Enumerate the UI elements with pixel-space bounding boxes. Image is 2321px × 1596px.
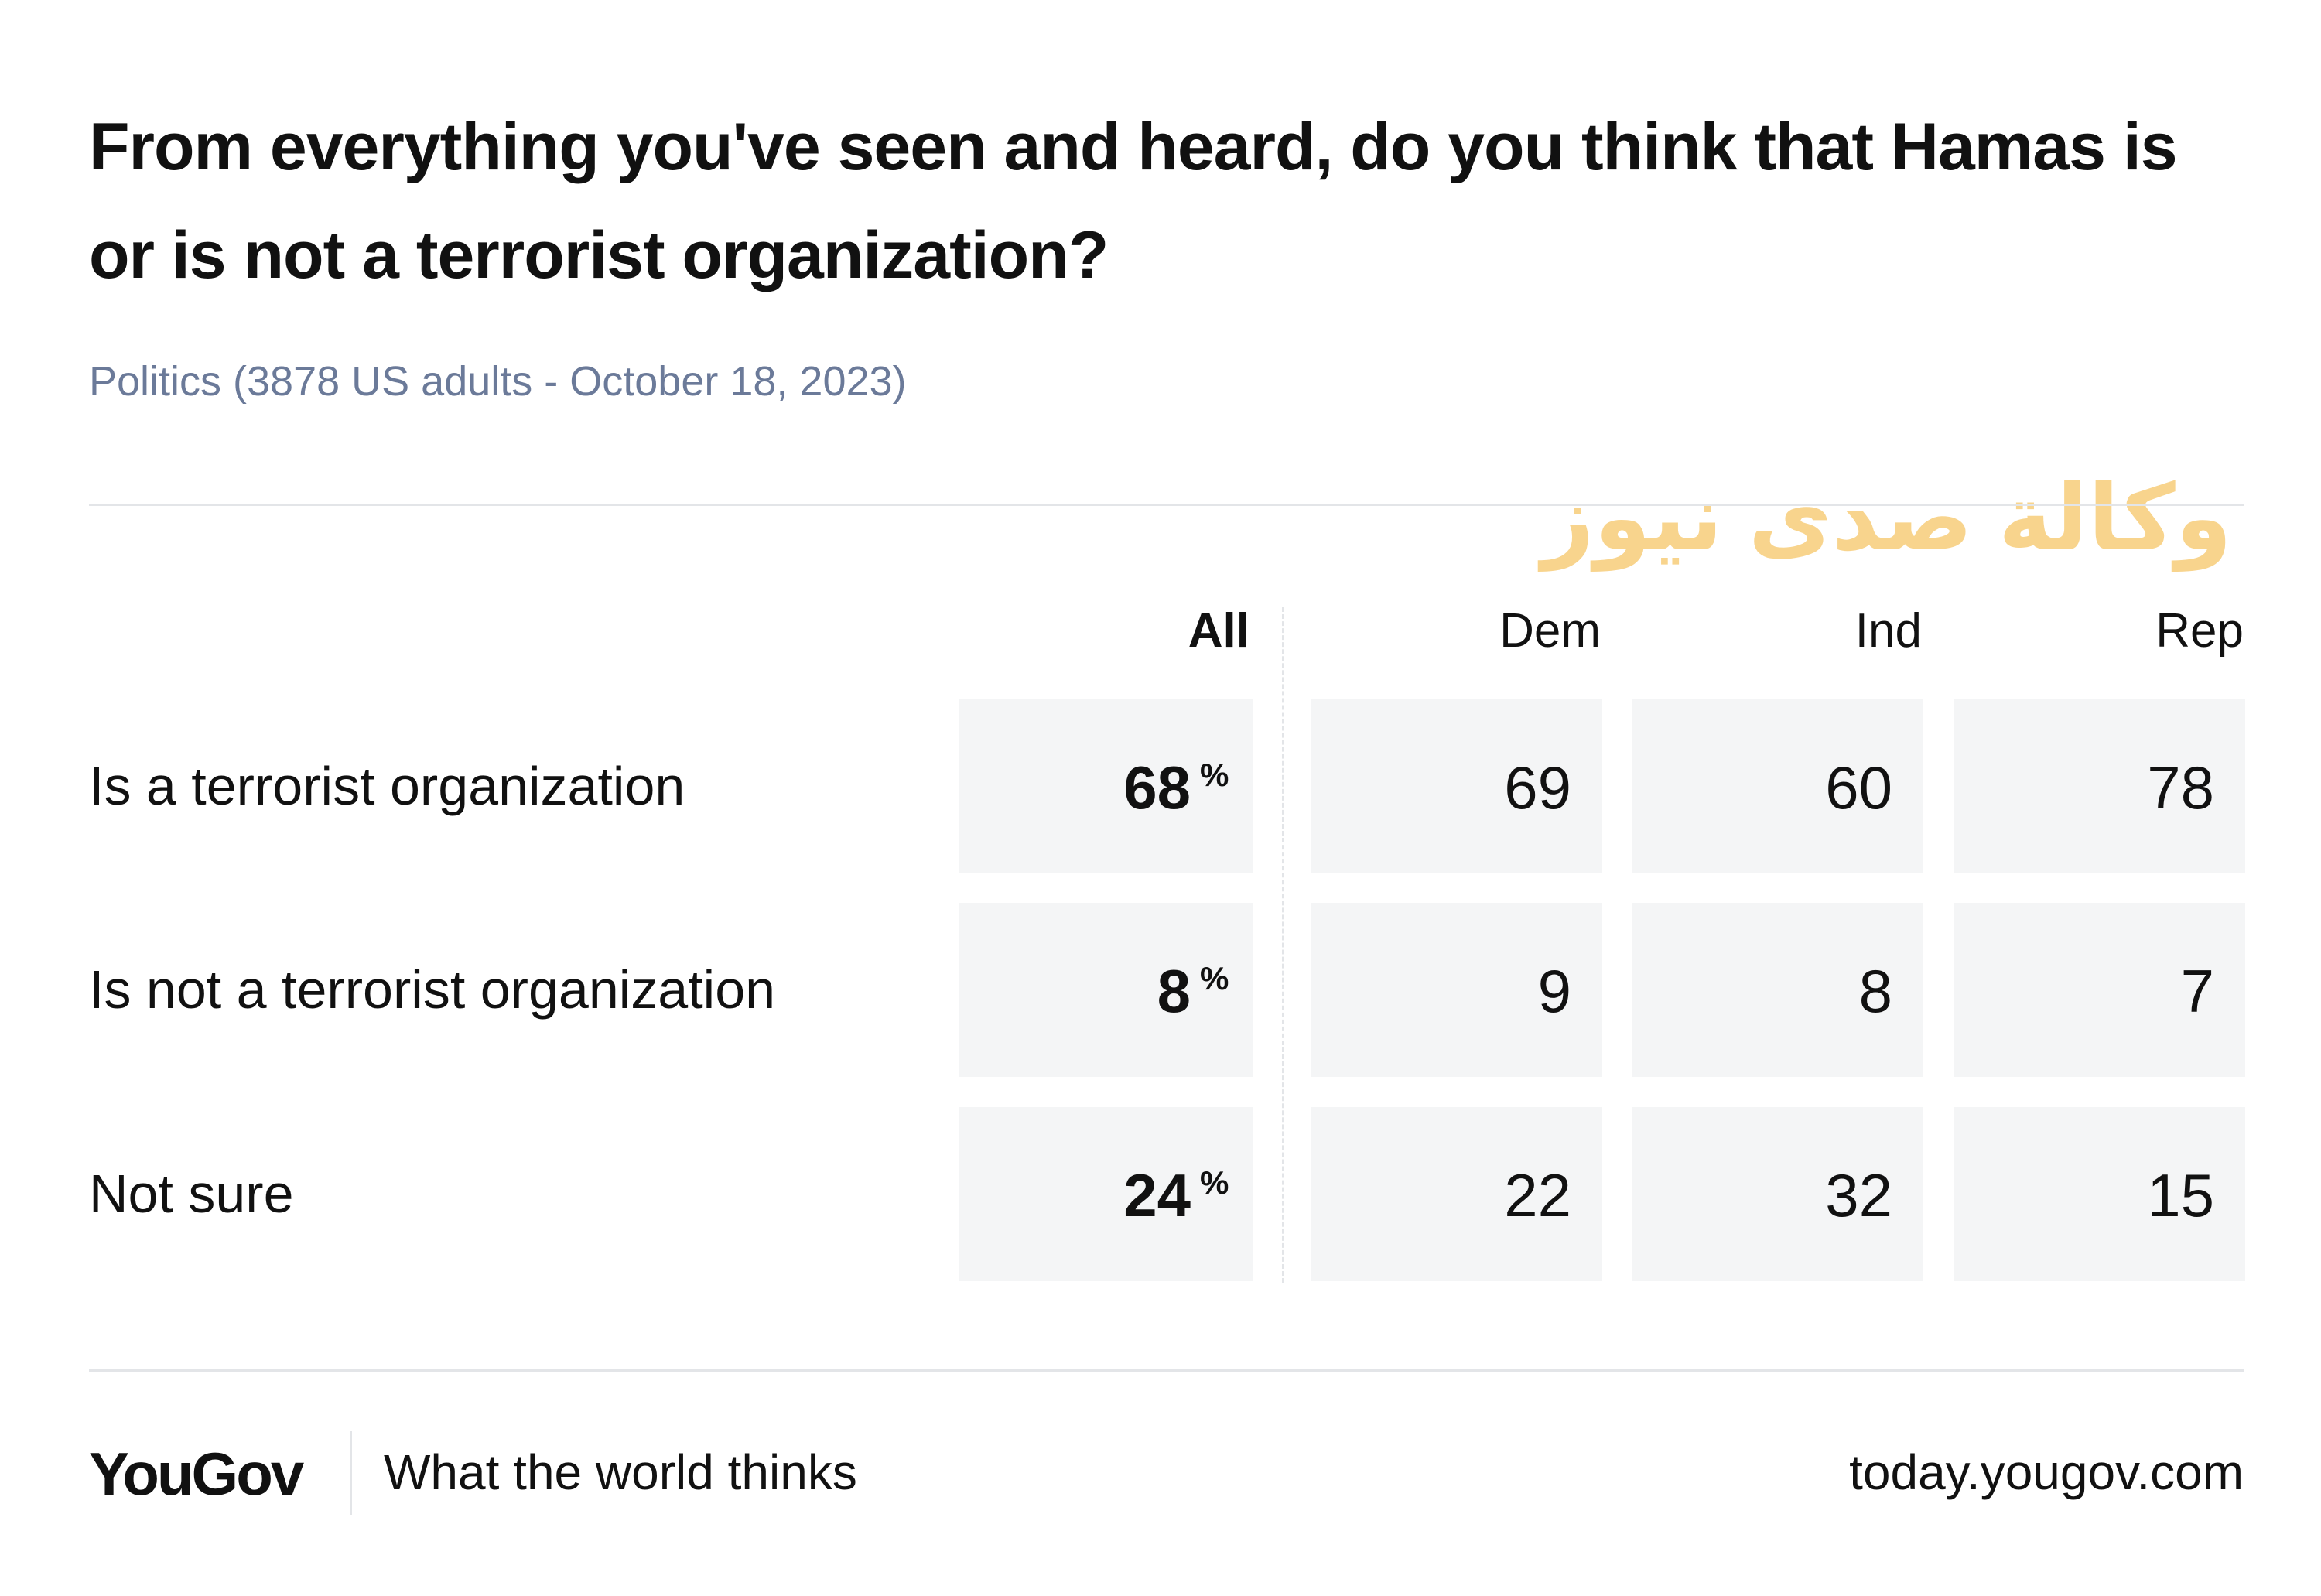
cell-value: 9 <box>1537 956 1571 1025</box>
cell <box>1311 699 1602 873</box>
watermark: وكالة صدى نيوز <box>1541 467 2232 569</box>
cell-value: 7 <box>2180 956 2214 1025</box>
cell-value: 15 <box>2147 1160 2214 1229</box>
divider <box>89 1369 2244 1372</box>
cell <box>1632 699 1923 873</box>
cell <box>1311 903 1602 1077</box>
cell <box>1632 1107 1923 1281</box>
column-header: Dem <box>1499 604 1601 658</box>
cell-value: 22 <box>1504 1160 1571 1229</box>
cell-value: 8 <box>1157 956 1191 1025</box>
cell <box>1954 699 2245 873</box>
cell-value: 78 <box>2147 753 2214 822</box>
cell <box>959 1107 1253 1281</box>
cell-value: 32 <box>1825 1160 1892 1229</box>
cell-value: 68 <box>1123 753 1191 822</box>
brand-logo: YouGov <box>89 1440 304 1508</box>
cell <box>959 699 1253 873</box>
cell-value: 69 <box>1504 753 1571 822</box>
url: today.yougov.com <box>1849 1444 2244 1500</box>
column-divider <box>1282 607 1284 1283</box>
subtitle: Politics (3878 US adults - October 18, 2… <box>89 358 907 405</box>
cell <box>1311 1107 1602 1281</box>
cell <box>1954 903 2245 1077</box>
unit: % <box>1200 959 1229 996</box>
unit: % <box>1200 756 1229 793</box>
cell-value: 24 <box>1123 1160 1191 1229</box>
cell <box>959 903 1253 1077</box>
column-header: Ind <box>1854 604 1922 658</box>
title: From everything you've seen and heard, d… <box>89 110 2178 292</box>
separator <box>350 1431 352 1515</box>
cell <box>1954 1107 2245 1281</box>
column-header: Rep <box>2155 604 2244 658</box>
tagline: What the world thinks <box>384 1444 857 1500</box>
row-label: Is not a terrorist organization <box>89 959 776 1020</box>
row-label: Is a terrorist organization <box>89 755 685 816</box>
cell-value: 60 <box>1825 753 1892 822</box>
divider <box>89 504 2244 506</box>
unit: % <box>1200 1164 1229 1201</box>
column-header: All <box>1188 604 1249 658</box>
cell-value: 8 <box>1858 956 1892 1025</box>
row-label: Not sure <box>89 1163 294 1224</box>
cell <box>1632 903 1923 1077</box>
